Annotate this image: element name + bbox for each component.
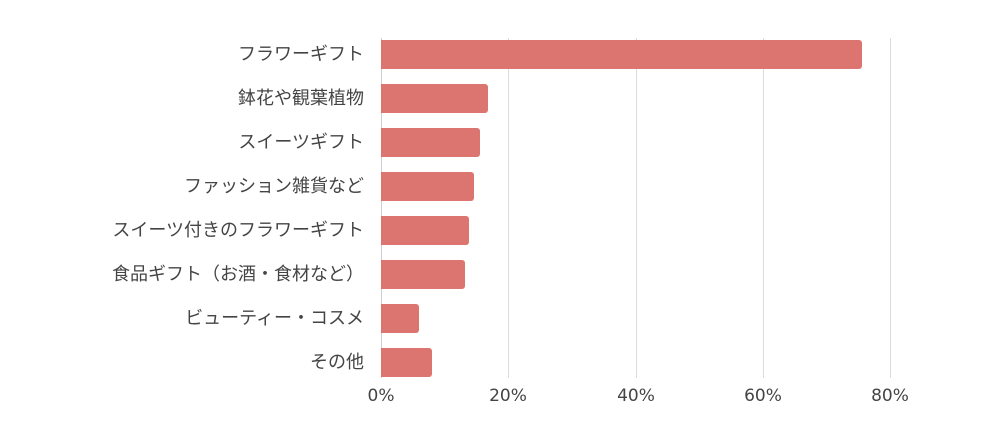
x-tick-label: 0% xyxy=(367,386,395,406)
bar xyxy=(381,348,432,377)
gridline-40 xyxy=(636,38,637,378)
bar xyxy=(381,172,474,201)
category-label: スイーツ付きのフラワーギフト xyxy=(112,220,364,241)
bar xyxy=(381,304,420,333)
bar xyxy=(381,128,481,157)
category-label: その他 xyxy=(310,352,364,373)
x-tick-label: 60% xyxy=(744,386,782,406)
category-label: ファッション雑貨など xyxy=(184,176,364,197)
category-label: スイーツギフト xyxy=(238,132,364,153)
bar xyxy=(381,40,862,69)
category-label: ビューティー・コスメ xyxy=(185,308,364,329)
category-label: 鉢花や観葉植物 xyxy=(238,88,364,109)
y-axis-line xyxy=(381,38,382,378)
x-tick-label: 20% xyxy=(489,386,527,406)
bar xyxy=(381,216,469,245)
bar xyxy=(381,260,465,289)
x-tick-label: 80% xyxy=(871,386,909,406)
gridline-60 xyxy=(763,38,764,378)
x-tick-label: 40% xyxy=(617,386,655,406)
gridline-80 xyxy=(890,38,891,378)
category-label: フラワーギフト xyxy=(238,44,364,65)
category-label: 食品ギフト（お酒・食材など） xyxy=(112,264,364,285)
bar xyxy=(381,84,488,113)
gridline-20 xyxy=(508,38,509,378)
